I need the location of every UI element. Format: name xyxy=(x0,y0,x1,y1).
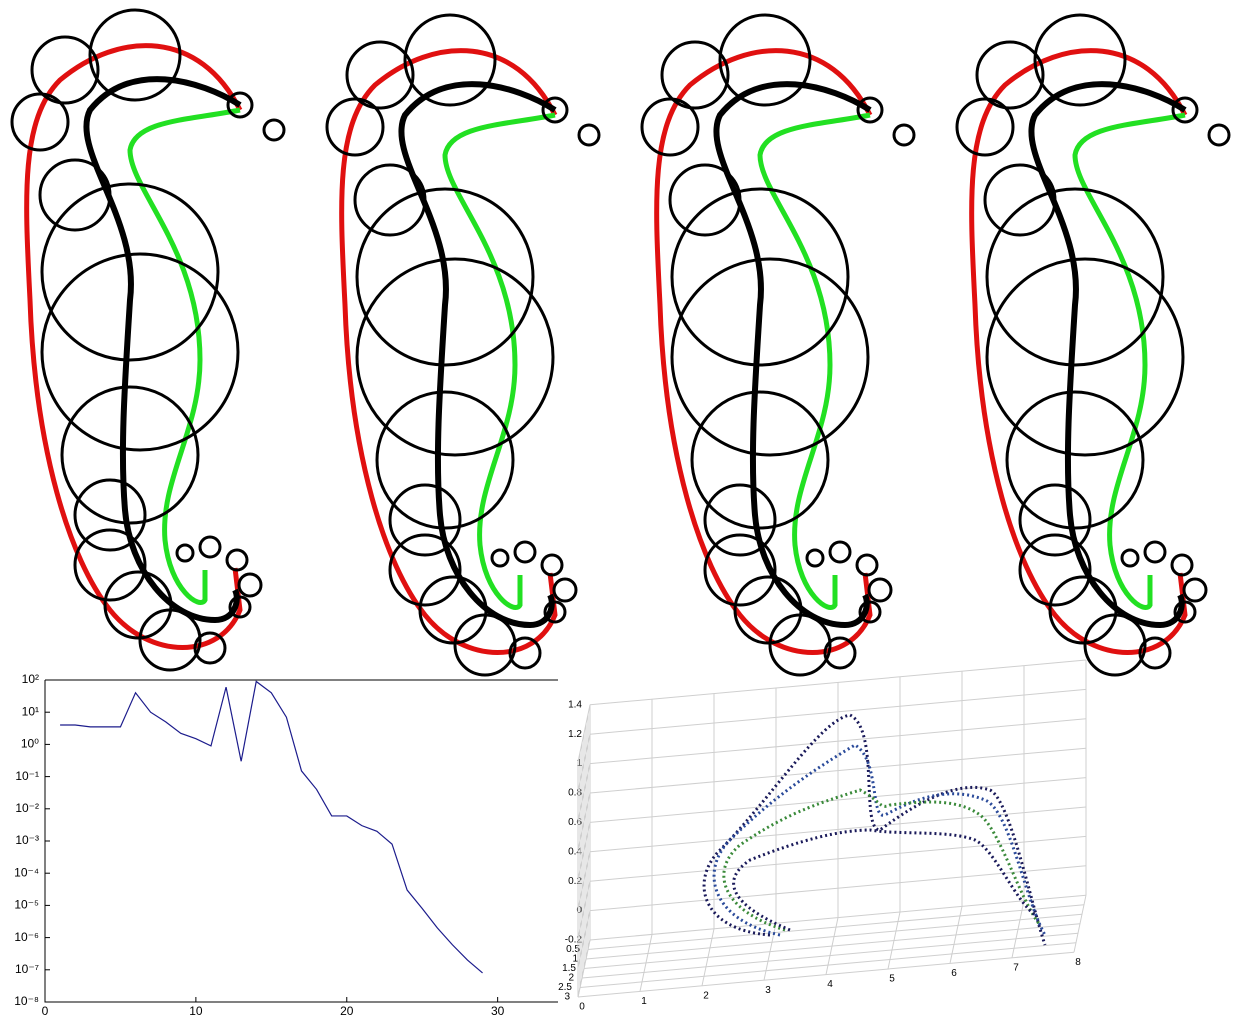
x-tick-label: 0 xyxy=(42,1004,49,1018)
z-tick-label: 1.4 xyxy=(568,699,582,710)
seahorse-3 xyxy=(642,15,914,675)
x-tick-label: 5 xyxy=(889,974,895,985)
grid-line xyxy=(586,914,1082,959)
y-tick-label: 10⁻⁴ xyxy=(14,865,39,879)
y-tick-label: 10⁻¹ xyxy=(15,769,39,783)
y-tick-label: 10⁻⁸ xyxy=(14,994,39,1008)
x-tick-label: 6 xyxy=(951,968,957,979)
x-tick-label: 7 xyxy=(1013,962,1019,973)
x-tick-label: 8 xyxy=(1075,957,1081,968)
grid-line xyxy=(588,905,1084,950)
y-tick-label: 10² xyxy=(22,672,39,686)
grid-line xyxy=(584,924,1080,969)
axes-frame xyxy=(45,680,558,1002)
x-tick-label: 3 xyxy=(765,985,771,996)
x-tick-label: 10 xyxy=(189,1004,203,1018)
x-tick-label: 1 xyxy=(641,996,647,1007)
x-tick-label: 2 xyxy=(703,990,709,1001)
seahorse-2 xyxy=(327,15,599,675)
y-tick-label: 10⁻⁷ xyxy=(15,962,39,976)
figure: 10² 10¹ 10⁰ 10⁻¹ 10⁻² 10⁻³ 10⁻⁴ 10⁻⁵ 10⁻⁶ 10⁻⁷ 10⁻… xyxy=(0,0,1234,1019)
z-tick-label: 1.2 xyxy=(568,729,582,740)
y-tick-label: 10⁻⁶ xyxy=(14,930,39,944)
seahorse-1 xyxy=(12,10,284,670)
data-line xyxy=(60,681,482,972)
seahorse-4 xyxy=(957,15,1229,675)
x-tick-label: 4 xyxy=(827,979,833,990)
y-tick-label: 10¹ xyxy=(22,704,39,718)
y-tick-label: 10⁻⁵ xyxy=(14,898,39,912)
x-tick-label: 0 xyxy=(579,1002,585,1013)
x-tick-label: 30 xyxy=(491,1004,505,1018)
y-tick-label: 10⁻² xyxy=(15,801,39,815)
y-tick-label: 10⁻³ xyxy=(15,833,39,847)
surface-curves xyxy=(704,715,1045,945)
x-tick-label: 20 xyxy=(340,1004,354,1018)
y-tick-label: 10⁰ xyxy=(21,737,39,751)
grid-line xyxy=(578,952,1074,997)
grid-line xyxy=(582,933,1078,978)
y-tick-label: 3 xyxy=(564,992,570,1003)
